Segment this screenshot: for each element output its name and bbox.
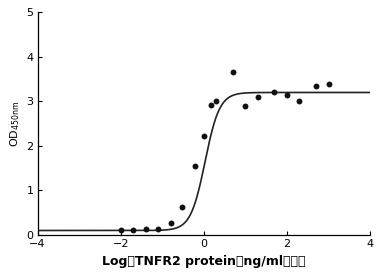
- Point: [179, 205, 185, 209]
- Point: [130, 227, 136, 232]
- Point: [325, 81, 332, 86]
- Point: [284, 92, 290, 97]
- Point: [242, 104, 248, 108]
- X-axis label: Log（TNFR2 protein（ng/ml）　）: Log（TNFR2 protein（ng/ml） ）: [102, 255, 306, 268]
- Point: [155, 227, 161, 231]
- Point: [271, 90, 277, 95]
- Point: [208, 103, 214, 107]
- Point: [255, 95, 261, 99]
- Point: [191, 164, 197, 168]
- Point: [201, 134, 207, 138]
- Point: [296, 99, 303, 104]
- Point: [213, 99, 219, 104]
- Point: [118, 227, 124, 232]
- Point: [168, 221, 174, 225]
- Point: [313, 84, 319, 88]
- Point: [143, 227, 149, 231]
- Y-axis label: OD$_{450\mathregular{nm}}$: OD$_{450\mathregular{nm}}$: [8, 100, 22, 147]
- Point: [230, 70, 236, 75]
